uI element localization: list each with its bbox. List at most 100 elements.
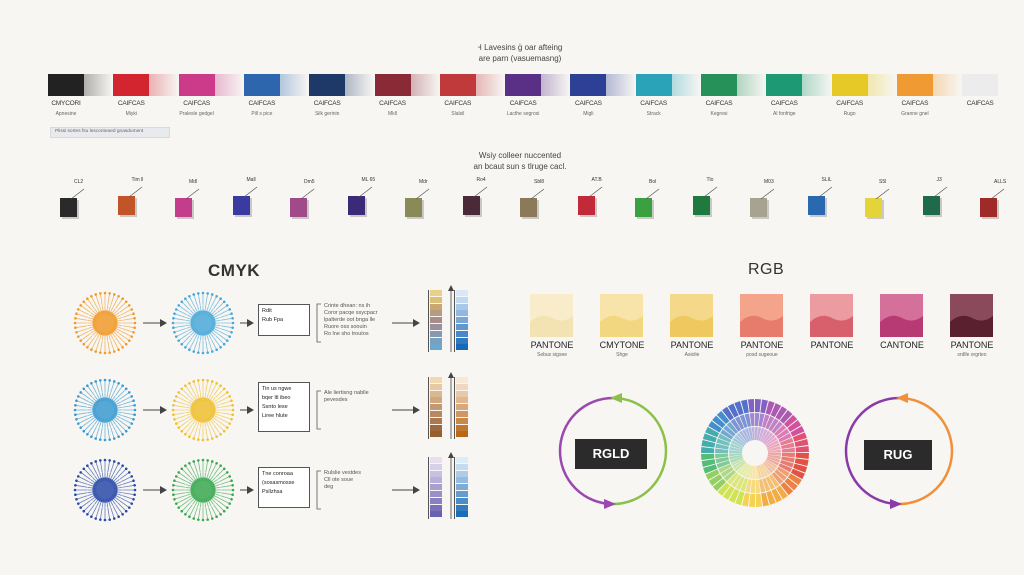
cmyk-scale-segment xyxy=(430,424,442,431)
cmyk-bracket xyxy=(316,390,321,430)
wheel-segment xyxy=(794,458,809,466)
wheel-segment xyxy=(795,445,809,453)
cmyk-note-line: deg xyxy=(324,484,334,490)
strip-label: CAIFCAS xyxy=(762,100,806,107)
middle-title-line1: Wsiy colleer nuccented xyxy=(478,151,562,160)
wheel-segment xyxy=(781,456,795,463)
strip-gradient xyxy=(279,74,310,96)
cmyk-note: Rulslie vestdes Cll ote soue deg xyxy=(324,470,392,491)
cmyk-scale-segment xyxy=(430,504,442,511)
cmyk-scale-segment xyxy=(456,470,468,477)
strip-swatch xyxy=(505,74,542,96)
cmyk-burst-right xyxy=(171,458,235,522)
wheel-segment xyxy=(780,459,794,468)
cmyk-note-line: Crinte dhean: ns ih xyxy=(324,303,371,309)
wheel-segment xyxy=(744,413,751,427)
cmyk-arrow xyxy=(240,319,254,327)
strip-label-top: CAIFCAS xyxy=(705,100,733,107)
strip-label-top: CAIFCAS xyxy=(901,100,929,107)
wheel-segment xyxy=(705,469,720,480)
wheel-segment xyxy=(776,428,790,440)
strip-label: CAIFCAS xyxy=(893,100,937,107)
wheel-segment xyxy=(742,429,750,442)
strip-label-top: CAIFCAS xyxy=(575,100,602,107)
cmyk-scale-bar xyxy=(454,377,468,439)
strip-swatch xyxy=(962,74,999,96)
rgb-swatch xyxy=(670,294,713,337)
cmyk-scale-segment xyxy=(430,511,442,518)
wheel-segment xyxy=(748,465,754,479)
rgb-swatch-label: CMYTONE xyxy=(599,340,645,350)
wheel-segment xyxy=(766,440,779,448)
wheel-segment xyxy=(771,488,782,503)
cmyk-key-box: Tne conroaa (sosasmosse Psllzhsa xyxy=(258,466,310,508)
cmyk-note-line: Ale liertisng nablle xyxy=(324,390,369,396)
cmyk-scale-segment xyxy=(456,290,468,296)
cmyk-scale-segment xyxy=(456,317,468,324)
cmyk-note-line: Cll ote soue xyxy=(324,477,354,483)
strip-swatch xyxy=(243,74,280,96)
cmyk-scale-segment xyxy=(456,511,468,518)
cube-label: M03 xyxy=(764,179,774,185)
rgb-swatch-sublabel: Shge xyxy=(616,352,628,358)
rgb-swatch-label: PANTONE xyxy=(810,340,854,350)
strip-sublabel: Silk gerinin xyxy=(314,111,340,117)
wheel-segment xyxy=(723,469,736,482)
wheel-segment xyxy=(715,448,729,453)
strip-swatch xyxy=(570,74,607,96)
wheel-segment xyxy=(761,492,769,507)
rgb-swatch xyxy=(810,294,853,337)
strip-sublabel: Slalsil xyxy=(451,111,465,117)
cmyk-arrow xyxy=(392,486,420,494)
cmyk-arrow xyxy=(143,486,167,494)
wheel-segment xyxy=(728,488,740,503)
cmyk-scale-segment xyxy=(456,417,468,424)
cmyk-scale-segment xyxy=(430,290,442,296)
cmyk-key-text: Rub Fpa xyxy=(262,317,284,323)
header-title: Ꟶ Lavesins ģ oar afteing are parn (vasue… xyxy=(420,42,620,64)
cmyk-scale-segment xyxy=(456,330,468,337)
wheel-segment xyxy=(739,463,749,476)
strip-label-top: CAIFCAS xyxy=(183,100,210,107)
cube-leader-line xyxy=(588,186,602,198)
cmyk-scale-bar xyxy=(428,457,442,519)
cmyk-scale-segment xyxy=(456,303,468,310)
color-cube xyxy=(462,196,480,215)
cmyk-scale-segment xyxy=(430,431,442,438)
wheel-segment xyxy=(767,449,781,453)
wheel-segment xyxy=(705,426,720,438)
wheel-segment xyxy=(716,438,730,447)
cube-label: Mall xyxy=(246,177,256,183)
cmyk-scale-segment xyxy=(430,303,442,310)
cmyk-scale-segment xyxy=(456,377,468,383)
cube-label: ML 65 xyxy=(361,177,376,183)
color-cube xyxy=(865,198,882,217)
wheel-segment xyxy=(765,437,778,447)
rgb-swatch-sublabel: posd sugeoue xyxy=(746,352,778,358)
strip-label: CAIFCAS xyxy=(632,100,676,107)
strip-sublabel: Pralesle gedgel xyxy=(179,111,214,117)
wheel-segment xyxy=(794,439,809,447)
strip-swatch xyxy=(113,74,150,96)
middle-title-line2: an bcaut sun s tlruge cacl. xyxy=(473,162,567,171)
wheel-segment xyxy=(774,424,787,437)
color-cube xyxy=(405,198,422,217)
strip-label: CAIFCAS xyxy=(501,100,545,107)
wheel-segment xyxy=(749,413,755,427)
wheel-segment xyxy=(716,460,731,469)
strip-label: CAIFCAS xyxy=(371,100,415,107)
wheel-segment xyxy=(760,464,768,477)
strip-swatch xyxy=(896,74,933,96)
wheel-segment xyxy=(735,476,745,490)
strip-label-top: CAIFCAS xyxy=(313,100,341,107)
wheel-segment xyxy=(736,432,747,444)
cmyk-scale-bar xyxy=(428,377,442,439)
rgb-swatch xyxy=(530,294,573,337)
wheel-segment xyxy=(730,456,743,463)
wheel-segment xyxy=(715,457,729,464)
cmyk-scale-segment xyxy=(430,390,442,397)
cmyk-scale-segment xyxy=(430,404,442,411)
wheel-segment xyxy=(723,425,736,437)
wheel-segment xyxy=(761,414,770,428)
wheel-segment xyxy=(764,460,776,472)
